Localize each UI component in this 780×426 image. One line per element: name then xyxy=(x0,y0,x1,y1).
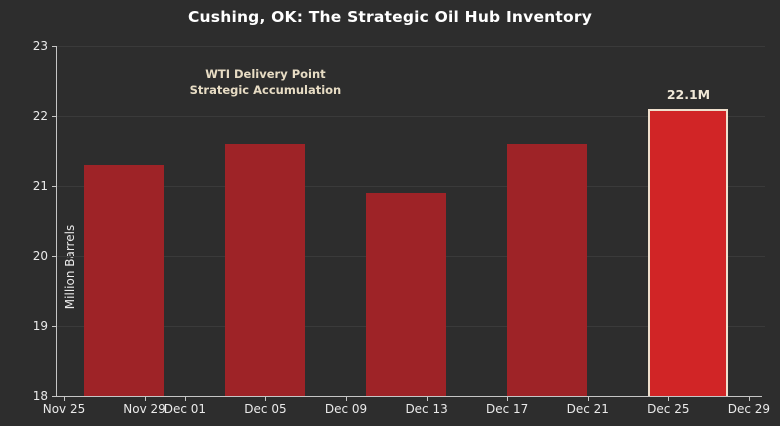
y-tick-label-20: 20 xyxy=(32,249,48,263)
annotation-line-1: WTI Delivery Point xyxy=(205,67,326,81)
y-tick-mark-22 xyxy=(52,116,56,117)
y-tick-label-22: 22 xyxy=(32,109,48,123)
y-tick-mark-18 xyxy=(52,396,56,397)
x-tick-mark-dec-17 xyxy=(507,397,509,401)
x-tick-label-nov-25: Nov 25 xyxy=(42,402,86,416)
bar-dec-05 xyxy=(225,144,306,396)
x-tick-mark-nov-25 xyxy=(64,397,65,401)
bar-dec-19 xyxy=(507,144,588,396)
chart-annotation: WTI Delivery Point Strategic Accumulatio… xyxy=(190,66,342,98)
x-tick-mark-dec-05 xyxy=(265,397,267,401)
bar-dec-12 xyxy=(366,193,447,396)
x-tick-label-dec-29: Dec 29 xyxy=(727,402,771,416)
y-tick-label-21: 21 xyxy=(32,179,48,193)
x-tick-label-dec-05: Dec 05 xyxy=(244,402,287,416)
x-tick-mark-dec-13 xyxy=(426,397,428,401)
gridline-y-22 xyxy=(57,116,765,117)
annotation-line-2: Strategic Accumulation xyxy=(189,83,342,97)
x-tick-label-dec-25: Dec 25 xyxy=(647,402,690,416)
x-tick-label-dec-13: Dec 13 xyxy=(405,402,448,416)
y-tick-mark-20 xyxy=(52,256,56,257)
gridline-y-21 xyxy=(57,186,765,187)
x-axis-spine xyxy=(56,396,762,397)
x-tick-mark-dec-25 xyxy=(668,397,670,401)
y-axis-spine xyxy=(56,46,57,397)
y-tick-mark-19 xyxy=(52,326,56,327)
x-tick-mark-dec-09 xyxy=(346,397,348,401)
y-tick-mark-21 xyxy=(52,186,56,187)
x-tick-label-dec-17: Dec 17 xyxy=(486,402,529,416)
x-tick-label-dec-01: Dec 01 xyxy=(163,402,207,416)
x-tick-label-dec-21: Dec 21 xyxy=(566,402,609,416)
x-tick-label-nov-29: Nov 29 xyxy=(123,402,166,416)
x-tick-label-dec-09: Dec 09 xyxy=(324,402,368,416)
x-tick-mark-dec-01 xyxy=(184,397,186,401)
x-tick-mark-dec-29 xyxy=(748,397,750,401)
chart-title: Cushing, OK: The Strategic Oil Hub Inven… xyxy=(187,8,593,26)
plot-area: Million Barrels WTI Delivery Point Strat… xyxy=(57,46,765,396)
y-tick-label-23: 23 xyxy=(32,39,48,53)
bar-nov-28 xyxy=(84,165,165,396)
gridline-y-23 xyxy=(57,46,765,47)
y-tick-label-19: 19 xyxy=(32,319,48,333)
y-tick-label-18: 18 xyxy=(32,389,48,403)
x-tick-mark-dec-21 xyxy=(587,397,589,401)
bar-value-label: 22.1M xyxy=(666,87,711,102)
bar-dec-26 xyxy=(648,109,729,396)
x-tick-mark-nov-29 xyxy=(144,397,146,401)
y-tick-mark-23 xyxy=(52,46,56,47)
y-axis-title: Million Barrels xyxy=(63,224,77,310)
